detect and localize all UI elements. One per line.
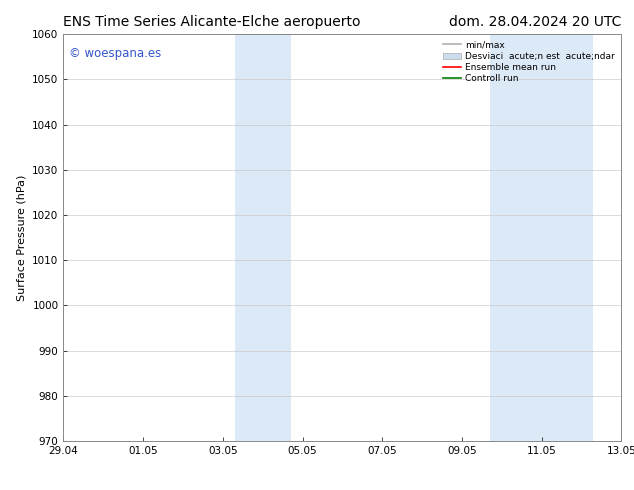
Text: dom. 28.04.2024 20 UTC: dom. 28.04.2024 20 UTC xyxy=(449,15,621,29)
Bar xyxy=(235,34,290,441)
Text: ENS Time Series Alicante-Elche aeropuerto: ENS Time Series Alicante-Elche aeropuert… xyxy=(63,15,361,29)
Legend: min/max, Desviaci  acute;n est  acute;ndar, Ensemble mean run, Controll run: min/max, Desviaci acute;n est acute;ndar… xyxy=(441,39,617,85)
Bar xyxy=(490,34,593,441)
Text: © woespana.es: © woespana.es xyxy=(69,47,161,59)
Y-axis label: Surface Pressure (hPa): Surface Pressure (hPa) xyxy=(16,174,27,301)
